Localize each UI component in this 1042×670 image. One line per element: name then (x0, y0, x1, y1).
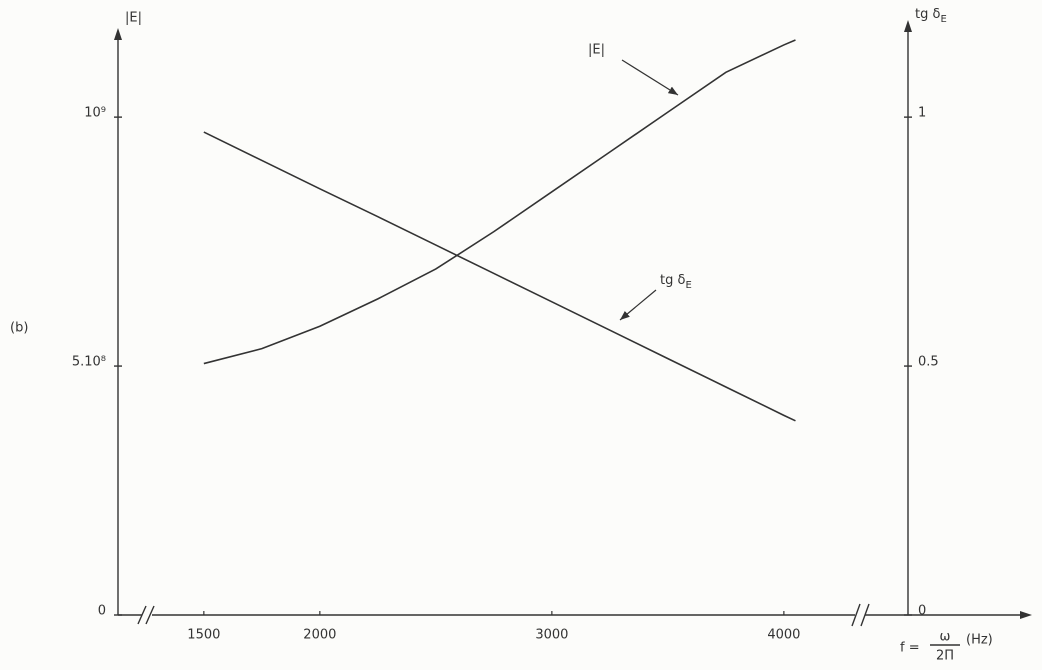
y-tick-label: 10⁹ (84, 106, 106, 121)
axis-break (137, 603, 870, 627)
annotation-subscript: E (685, 280, 691, 291)
x-axis-arrow (1020, 611, 1032, 619)
annotation-arrow (621, 59, 679, 96)
svg-text:(Hz): (Hz) (966, 633, 993, 648)
annotation-text: tg δ (660, 273, 685, 288)
svg-text:ω: ω (940, 630, 951, 645)
x-tick-label: 2000 (303, 628, 336, 643)
x-tick-label: 1500 (187, 628, 220, 643)
y-tick-label: 5.10⁸ (72, 355, 106, 370)
y-tick-label: 0 (98, 604, 106, 619)
x-tick-label: 4000 (767, 628, 800, 643)
line-series (203, 131, 796, 422)
y-axis-arrow (114, 28, 122, 40)
y-axis-label: |E| (125, 11, 142, 26)
svg-text:f =: f = (900, 641, 920, 656)
annotation-arrow (619, 289, 657, 321)
annotation: tg δE (660, 273, 692, 292)
x-tick-label: 3000 (535, 628, 568, 643)
panel-label: (b) (10, 321, 28, 336)
y2-tick-label: 0 (918, 604, 926, 619)
line-series (203, 39, 796, 365)
y2-axis-label: tg δE (915, 7, 947, 26)
x-axis-label: f = ω 2Π (Hz) (900, 630, 993, 664)
svg-text:2Π: 2Π (936, 649, 954, 664)
y2-tick-label: 1 (918, 106, 926, 121)
y2-tick-label: 0.5 (918, 355, 939, 370)
y2-axis-arrow (904, 20, 912, 32)
annotation: |E| (588, 43, 605, 58)
